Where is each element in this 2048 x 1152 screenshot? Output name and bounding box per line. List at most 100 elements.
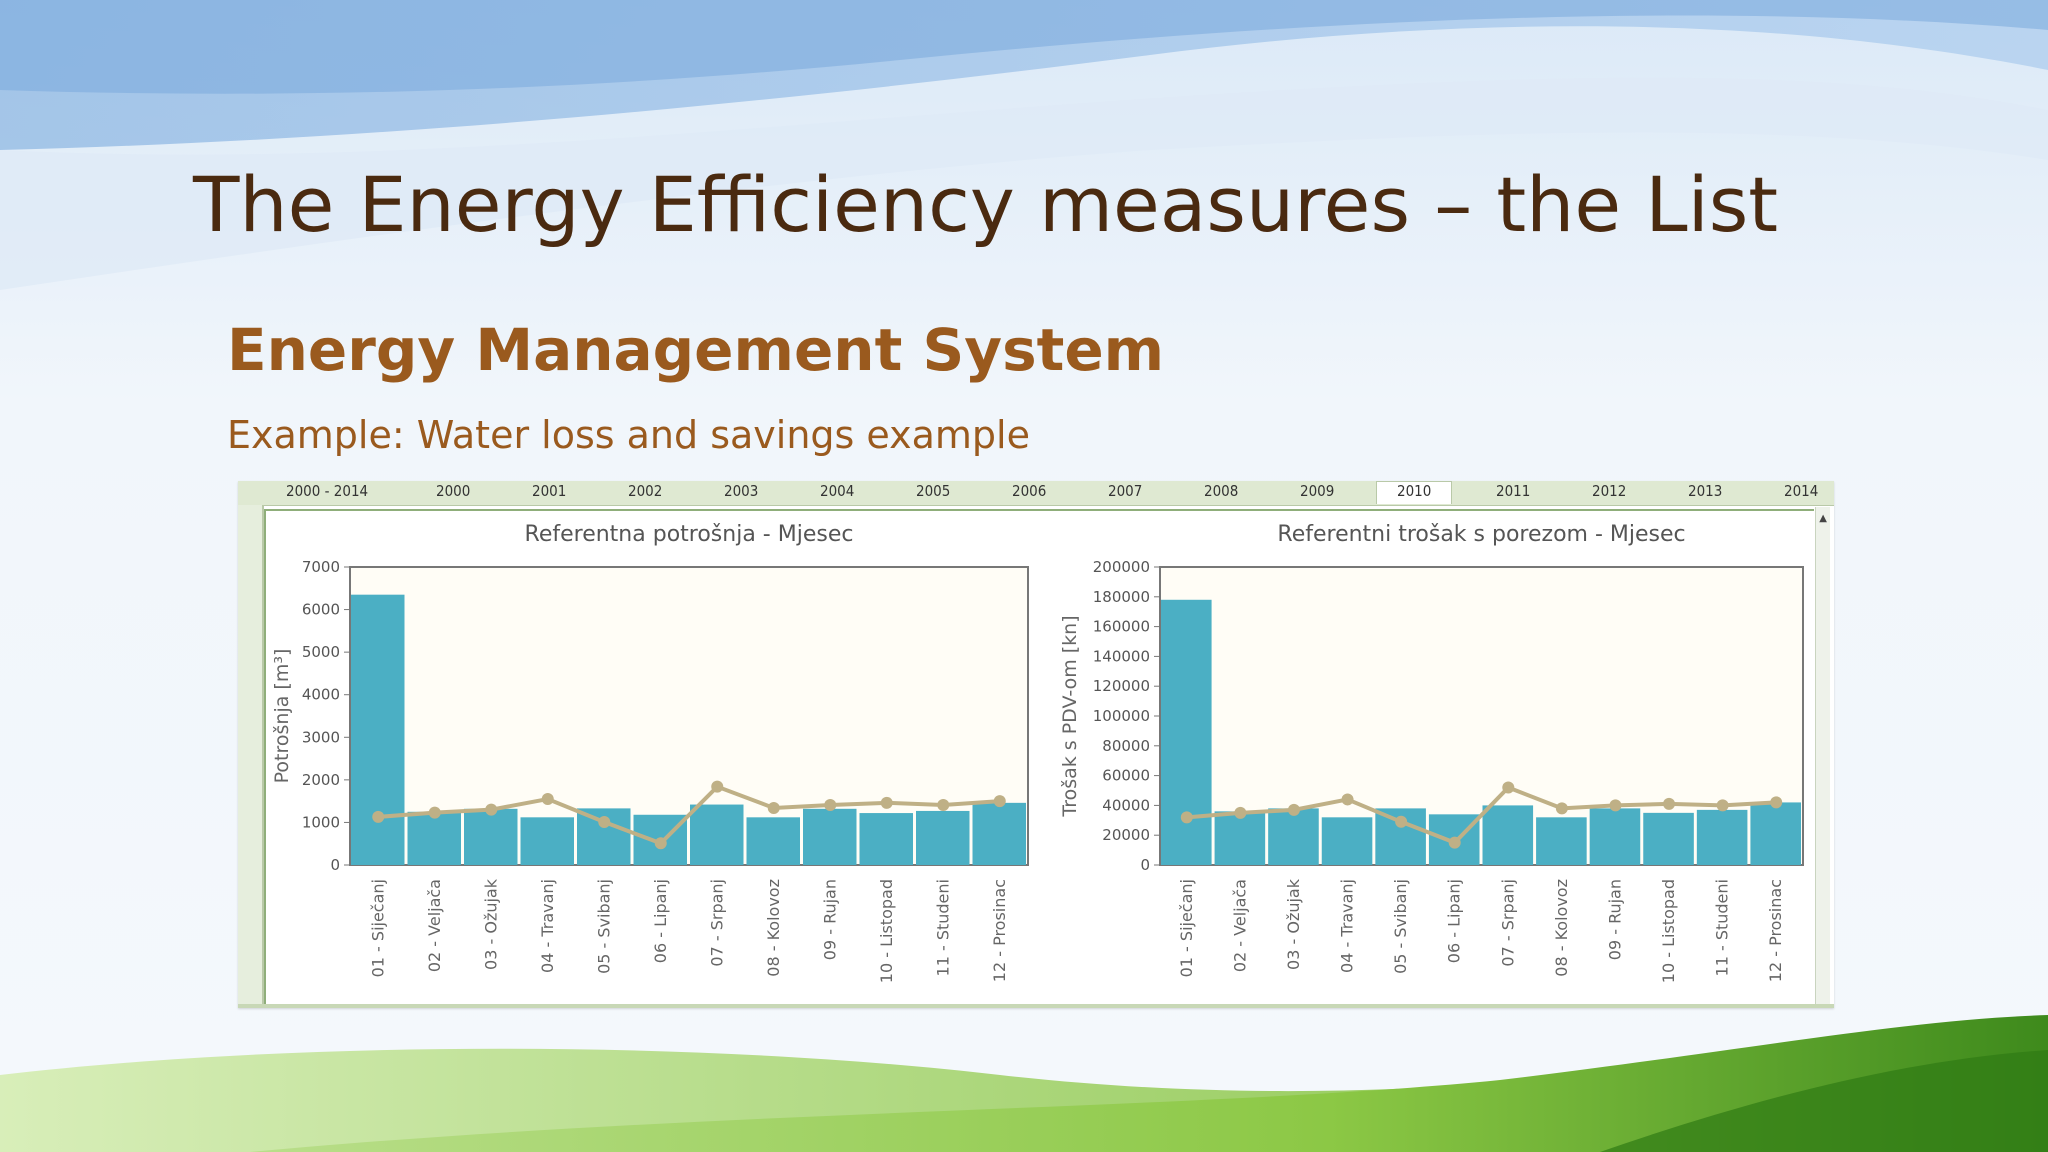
tab-2000[interactable]: 2000: [436, 482, 471, 500]
bar[interactable]: [520, 817, 575, 865]
tab-2004[interactable]: 2004: [820, 482, 855, 500]
bar[interactable]: [803, 808, 857, 865]
tab-2005[interactable]: 2005: [916, 482, 951, 500]
line-point[interactable]: [937, 798, 950, 811]
y-tick-label: 20000: [1102, 826, 1150, 844]
y-tick-label: 0: [1140, 856, 1150, 874]
line-point[interactable]: [428, 806, 441, 819]
x-tick-label: 12 - Prosinac: [990, 879, 1009, 982]
line-point[interactable]: [1555, 802, 1568, 815]
line-point[interactable]: [1395, 815, 1408, 828]
line-point[interactable]: [541, 793, 554, 806]
y-tick-label: 2000: [302, 771, 340, 789]
x-tick-label: 02 - Veljača: [425, 879, 444, 972]
x-tick-label: 08 - Kolovoz: [1552, 879, 1571, 977]
line-point[interactable]: [824, 798, 837, 811]
dashboard-screenshot: 2000 - 2014 2000 2001 2002 2003 2004 200…: [238, 481, 1834, 1008]
left-collapsed-panel[interactable]: [238, 505, 264, 1008]
line-point[interactable]: [1341, 793, 1354, 806]
line-point[interactable]: [993, 795, 1006, 808]
line-point[interactable]: [1234, 806, 1247, 819]
tab-2008[interactable]: 2008: [1204, 482, 1239, 500]
y-tick-label: 140000: [1093, 647, 1150, 665]
series-line: [378, 784, 1000, 846]
bar[interactable]: [1321, 817, 1373, 865]
tab-2013[interactable]: 2013: [1688, 482, 1723, 500]
line-point[interactable]: [1180, 811, 1193, 824]
x-tick-label: 11 - Studeni: [933, 879, 952, 976]
tab-2002[interactable]: 2002: [628, 482, 663, 500]
line-point[interactable]: [1609, 799, 1622, 812]
tab-2001[interactable]: 2001: [532, 482, 567, 500]
x-tick-label: 02 - Veljača: [1230, 879, 1249, 972]
line-point[interactable]: [1770, 796, 1783, 809]
tab-2003[interactable]: 2003: [724, 482, 759, 500]
line-point[interactable]: [485, 803, 498, 816]
x-tick-label: 08 - Kolovoz: [764, 879, 783, 977]
bar[interactable]: [1696, 809, 1748, 865]
year-tab-bar: 2000 - 2014 2000 2001 2002 2003 2004 200…: [238, 481, 1834, 506]
y-tick-label: 80000: [1102, 737, 1150, 755]
line-point[interactable]: [767, 801, 780, 814]
tab-2006[interactable]: 2006: [1012, 482, 1047, 500]
tab-2007[interactable]: 2007: [1108, 482, 1143, 500]
x-tick-label: 10 - Listopad: [1659, 879, 1678, 983]
line-point[interactable]: [711, 780, 724, 793]
tab-2012[interactable]: 2012: [1592, 482, 1627, 500]
y-tick-label: 120000: [1093, 677, 1150, 695]
x-tick-label: 03 - Ožujak: [1284, 878, 1303, 970]
bar[interactable]: [1750, 802, 1801, 865]
x-tick-label: 07 - Srpanj: [707, 879, 726, 967]
y-tick-label: 7000: [302, 558, 340, 576]
bar[interactable]: [690, 804, 744, 865]
bar[interactable]: [351, 594, 405, 865]
y-tick-label: 160000: [1093, 618, 1150, 636]
x-tick-label: 06 - Lipanj: [651, 879, 670, 963]
tab-2000-2014[interactable]: 2000 - 2014: [286, 482, 369, 500]
cost-chart: Referentni trošak s porezom - Mjesec 0 200…: [1059, 522, 1804, 983]
bar[interactable]: [1214, 811, 1266, 865]
x-tick-label: 06 - Lipanj: [1445, 879, 1464, 963]
line-point[interactable]: [1287, 803, 1300, 816]
y-tick-label: 5000: [302, 643, 340, 661]
x-tick-label: 04 - Travanj: [1338, 879, 1357, 973]
line-point[interactable]: [880, 796, 893, 809]
example-caption: Example: Water loss and savings example: [227, 413, 1030, 457]
y-tick-label: 40000: [1102, 796, 1150, 814]
line-point[interactable]: [654, 837, 667, 850]
chart-title: Referentni trošak s porezom - Mjesec: [1277, 522, 1685, 547]
line-point[interactable]: [1448, 836, 1461, 849]
x-tick-label: 09 - Rujan: [1605, 879, 1624, 960]
line-point[interactable]: [1502, 781, 1515, 794]
y-axis-label: Trošak s PDV-om [kn]: [1059, 615, 1081, 817]
chart-title: Referentna potrošnja - Mjesec: [525, 522, 854, 547]
line-point[interactable]: [372, 810, 385, 823]
bar[interactable]: [1536, 817, 1587, 865]
y-axis-label: Potrošnja [m³]: [271, 649, 293, 784]
bar[interactable]: [972, 802, 1027, 865]
bar[interactable]: [407, 811, 462, 865]
bar[interactable]: [1482, 805, 1534, 865]
bar[interactable]: [1161, 599, 1212, 865]
bar[interactable]: [859, 813, 914, 865]
line-point[interactable]: [1663, 797, 1676, 810]
slide-title: The Energy Efficiency measures – the Lis…: [193, 160, 1779, 249]
y-tick-label: 6000: [302, 601, 340, 619]
bar[interactable]: [1268, 808, 1319, 865]
line-point[interactable]: [1716, 799, 1729, 812]
bar[interactable]: [464, 808, 518, 865]
tab-2009[interactable]: 2009: [1300, 482, 1335, 500]
y-tick-label: 1000: [302, 813, 340, 831]
scroll-up-icon[interactable]: ▲: [1819, 513, 1827, 524]
bar[interactable]: [916, 810, 970, 865]
tab-2011[interactable]: 2011: [1496, 482, 1531, 500]
bar[interactable]: [1643, 812, 1694, 865]
bar[interactable]: [746, 817, 801, 865]
tab-2014[interactable]: 2014: [1784, 482, 1819, 500]
bar[interactable]: [1589, 808, 1641, 865]
tab-2010[interactable]: 2010: [1376, 481, 1453, 504]
x-tick-label: 01 - Siječanj: [1177, 879, 1196, 977]
x-tick-label: 01 - Siječanj: [368, 879, 387, 977]
vertical-scrollbar[interactable]: [1815, 507, 1830, 1007]
line-point[interactable]: [598, 816, 611, 829]
